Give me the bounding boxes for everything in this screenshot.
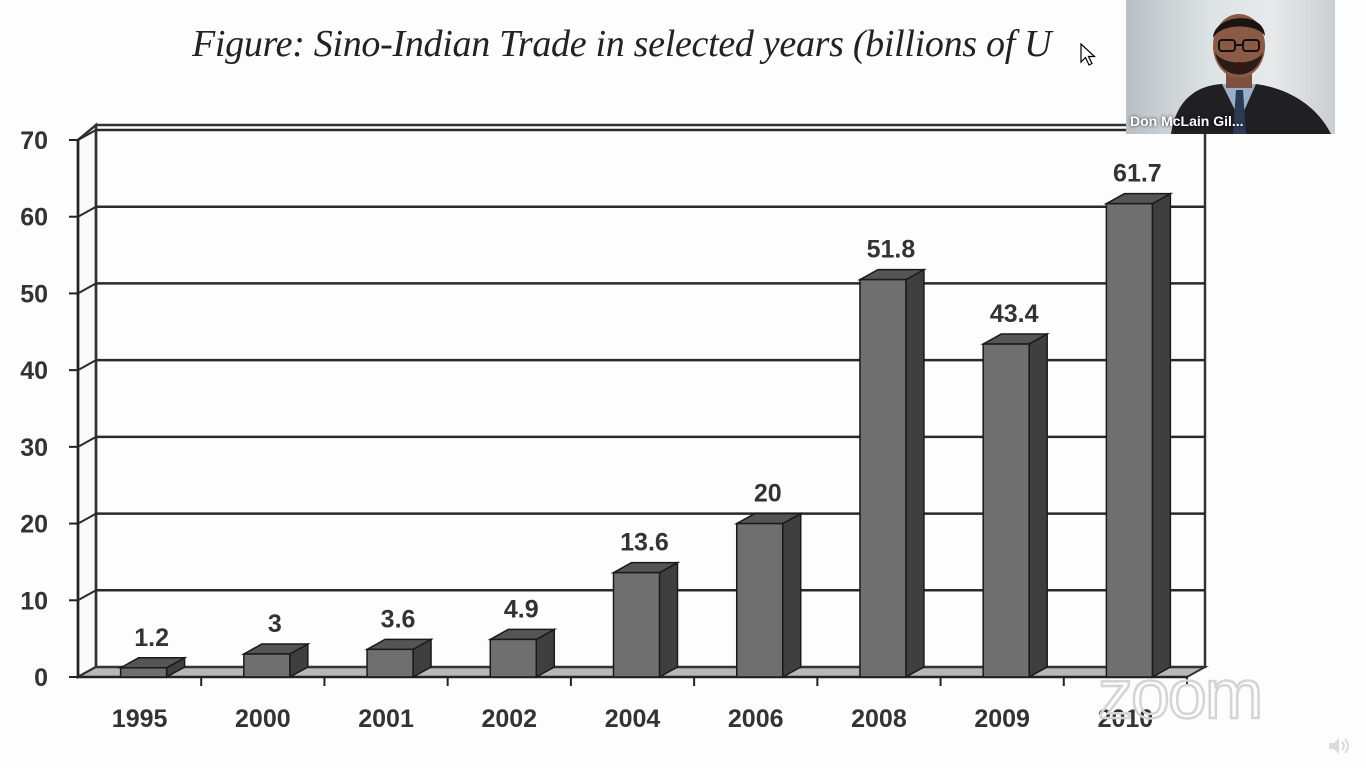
gridline-depth	[77, 129, 97, 141]
data-label: 1.2	[134, 624, 169, 652]
y-tick-label: 50	[20, 280, 48, 308]
bar-side-face	[1028, 332, 1048, 679]
bar-front-face	[612, 571, 661, 678]
bar	[364, 638, 434, 679]
participant-name: Don McLain Gil...	[1130, 113, 1244, 129]
data-label: 43.4	[990, 300, 1039, 328]
bar-front-face	[859, 278, 907, 678]
bar	[240, 642, 311, 679]
bar-front-face	[735, 522, 784, 678]
gridline-depth	[77, 282, 97, 295]
gridline-depth	[77, 589, 97, 602]
x-tick-label: 2001	[358, 705, 414, 733]
bar-side-face	[905, 268, 925, 679]
bar-front-face	[489, 638, 538, 678]
bar-front-face	[243, 653, 291, 678]
zoom-watermark-text: zoom	[1098, 664, 1261, 730]
bar-front-face	[119, 667, 168, 678]
x-tick-label: 2000	[235, 705, 291, 733]
y-tick-label: 40	[20, 357, 48, 385]
y-tick-label: 60	[20, 204, 48, 232]
bar	[857, 268, 927, 679]
y-tick-label: 10	[20, 587, 48, 615]
zoom-watermark: zoom	[1097, 664, 1265, 730]
bar-side-face	[658, 561, 679, 679]
gridline-depth	[77, 205, 97, 218]
y-tick-label: 30	[20, 434, 48, 462]
chart-title: Figure: Sino-Indian Trade in selected ye…	[192, 23, 1052, 65]
bar-front-face	[1105, 202, 1154, 678]
bar	[487, 628, 558, 679]
bar	[980, 332, 1051, 679]
bar	[1103, 192, 1174, 679]
gridline-depth	[77, 359, 97, 372]
x-tick-label: 2010	[1098, 705, 1154, 733]
bar	[117, 656, 188, 679]
bar	[610, 561, 681, 679]
gridline-depth	[77, 512, 97, 525]
x-tick-label: 2008	[851, 705, 907, 733]
gridline-depth	[77, 435, 97, 448]
x-tick-label: 2004	[605, 705, 661, 733]
speaker-icon[interactable]	[1327, 736, 1353, 756]
data-label: 51.8	[867, 236, 916, 264]
y-tick-label: 20	[20, 511, 48, 539]
data-label: 20	[754, 480, 782, 508]
bar-front-face	[366, 648, 414, 678]
participant-avatar	[1171, 14, 1331, 134]
mouse-pointer-icon	[1080, 43, 1096, 66]
data-label: 3	[268, 610, 282, 638]
y-tick-label: 0	[34, 664, 48, 692]
x-tick-label: 1995	[112, 705, 168, 733]
x-tick-label: 2006	[728, 705, 784, 733]
data-label: 4.9	[504, 595, 539, 623]
y-tick-label: 70	[20, 127, 48, 155]
data-label: 61.7	[1113, 160, 1162, 188]
data-label: 13.6	[620, 529, 669, 557]
participant-video-tile[interactable]: Don McLain Gil...	[1126, 0, 1335, 134]
bar-side-face	[781, 512, 802, 679]
x-tick-label: 2002	[481, 705, 537, 733]
bar-front-face	[982, 343, 1030, 678]
data-label: 3.6	[381, 605, 416, 633]
bar-side-face	[1151, 192, 1172, 679]
bar	[733, 512, 804, 679]
x-tick-label: 2009	[974, 705, 1030, 733]
